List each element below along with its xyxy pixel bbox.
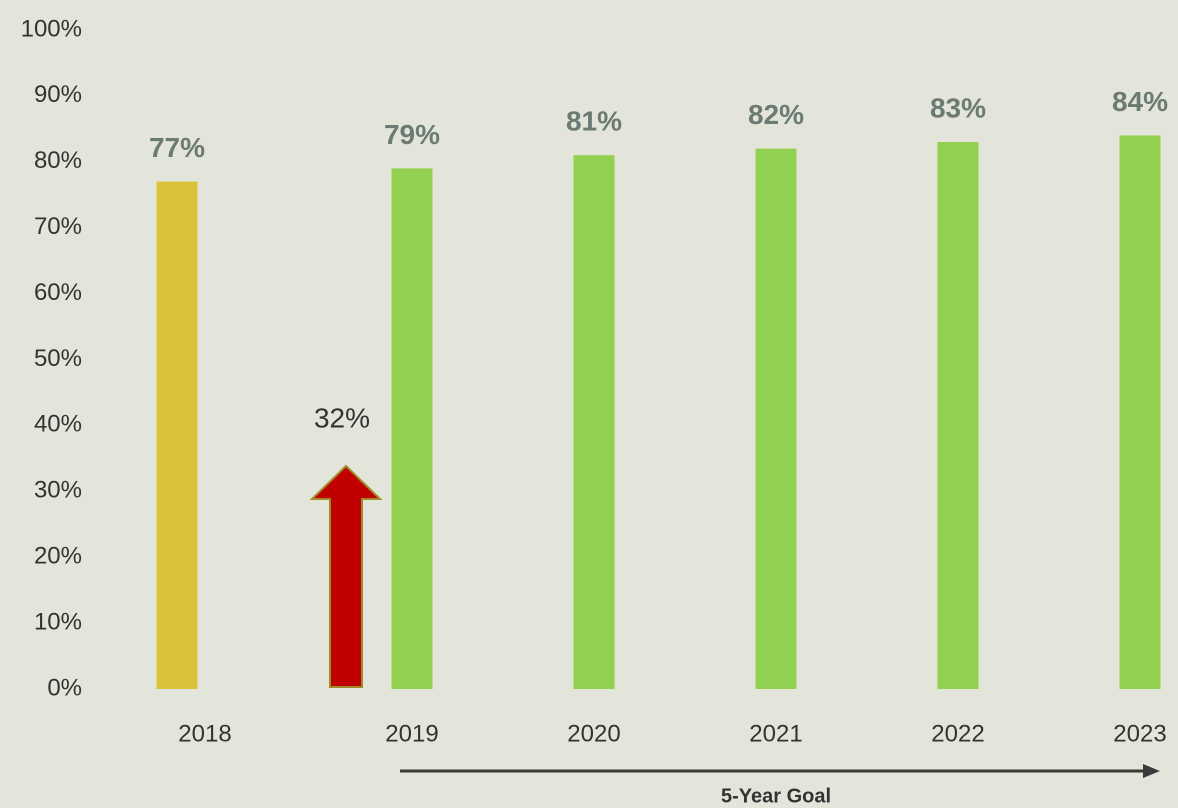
y-tick-label: 70% (34, 213, 82, 240)
y-tick-label: 60% (34, 279, 82, 306)
increase-arrow (309, 464, 383, 688)
value-label: 77% (149, 132, 205, 163)
bar (573, 155, 615, 689)
x-tick-label: 2018 (178, 720, 231, 747)
value-label: 81% (566, 106, 622, 137)
bar (156, 181, 198, 689)
y-tick-label: 90% (34, 81, 82, 108)
x-tick-label: 2023 (1113, 720, 1166, 747)
x-tick-label: 2021 (749, 720, 802, 747)
x-tick-label: 2022 (931, 720, 984, 747)
value-label: 79% (384, 119, 440, 150)
value-label: 84% (1112, 86, 1168, 117)
bar (391, 168, 433, 689)
goal-arrow-head (1143, 764, 1160, 778)
y-tick-label: 10% (34, 608, 82, 635)
x-tick-label: 2019 (385, 720, 438, 747)
y-tick-label: 0% (47, 674, 82, 701)
value-label: 83% (930, 92, 986, 123)
bar (755, 148, 797, 689)
bar (1119, 135, 1161, 689)
x-tick-label: 2020 (567, 720, 620, 747)
y-tick-label: 40% (34, 411, 82, 438)
value-label: 82% (748, 99, 804, 130)
y-tick-label: 50% (34, 345, 82, 372)
y-tick-label: 30% (34, 477, 82, 504)
annotation: 32% (314, 402, 370, 433)
annotation: 5-Year Goal (721, 785, 831, 807)
bar (937, 142, 979, 689)
y-tick-label: 80% (34, 147, 82, 174)
y-tick-label: 100% (21, 15, 82, 42)
y-tick-label: 20% (34, 543, 82, 570)
